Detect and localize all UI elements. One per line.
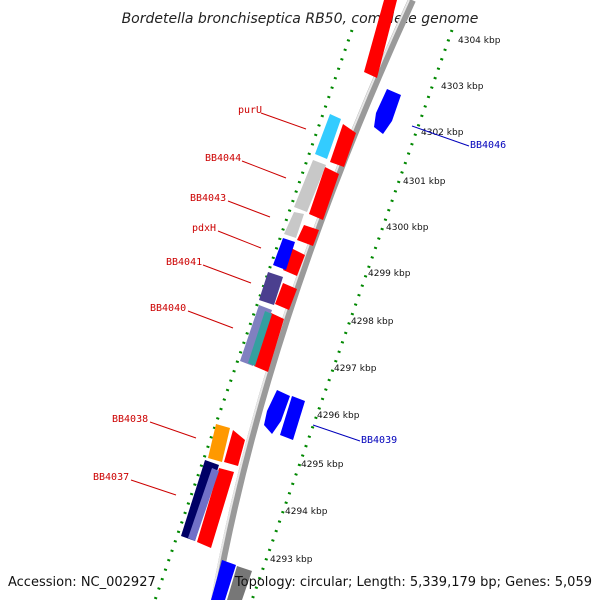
tick-label: 4304 kbp: [458, 36, 501, 46]
leader-line-bb4041: [202, 264, 252, 284]
gene-label-bb4041[interactable]: BB4041: [166, 257, 202, 268]
gene-bb4040-cyan-strip: [248, 311, 272, 366]
tick-label: 4294 kbp: [285, 507, 328, 517]
gene-feature[interactable]: [197, 468, 234, 548]
tick-label: 4303 kbp: [441, 82, 484, 92]
forward-strand-features: [197, 0, 397, 548]
leader-line-bb4039: [312, 424, 361, 442]
tick-label: 4302 kbp: [421, 128, 464, 138]
tick-label: 4293 kbp: [270, 555, 313, 565]
leader-line-bb4044: [241, 160, 287, 179]
gene-label-bb4046[interactable]: BB4046: [470, 140, 506, 151]
gene-label-bb4039[interactable]: BB4039: [361, 435, 397, 446]
gene-bb4037-inner-strip: [188, 468, 219, 541]
accession-text: Accession: NC_002927: [8, 575, 156, 590]
gene-feature[interactable]: [211, 560, 236, 600]
scale-guide-outer: [153, 29, 354, 600]
gene-top-feature[interactable]: [364, 0, 397, 78]
right-labels: BB4046 BB4039: [312, 125, 506, 446]
gene-feature[interactable]: [227, 566, 252, 600]
tick-label: 4297 kbp: [334, 364, 377, 374]
bottom-features: [211, 560, 252, 600]
outer-track-features: [181, 114, 341, 541]
leader-line-bb4046: [411, 125, 470, 147]
gene-label-purU[interactable]: purU: [238, 105, 262, 116]
gene-feature[interactable]: [297, 225, 319, 246]
scale-ticks: 4304 kbp 4303 kbp 4302 kbp 4301 kbp 4300…: [270, 36, 501, 565]
gene-feature[interactable]: [254, 312, 284, 372]
gene-label-bb4044[interactable]: BB4044: [205, 153, 241, 164]
gene-purU-feature[interactable]: [315, 114, 341, 159]
tick-label: 4301 kbp: [403, 177, 446, 187]
gene-label-bb4043[interactable]: BB4043: [190, 193, 226, 204]
leader-line-purU: [260, 112, 307, 130]
gene-bb4039-feature-b[interactable]: [280, 396, 305, 440]
tick-label: 4299 kbp: [368, 269, 411, 279]
leader-line-bb4037: [130, 479, 177, 496]
gene-bb4039-feature-a[interactable]: [264, 390, 290, 434]
gene-bb4044-feature[interactable]: [294, 160, 326, 212]
tick-label: 4298 kbp: [351, 317, 394, 327]
genome-backbone: [211, 0, 416, 600]
gene-bb4046-feature[interactable]: [374, 89, 401, 134]
gene-bb4041-feature[interactable]: [259, 272, 283, 305]
genome-backbone-highlight: [211, 0, 410, 600]
left-labels: purU BB4044 BB4043 pdxH BB4041 BB4040 BB…: [93, 105, 307, 496]
gene-bb4038-feature[interactable]: [208, 424, 230, 462]
gene-feature[interactable]: [224, 430, 245, 466]
genome-summary-text: Topology: circular; Length: 5,339,179 bp…: [234, 575, 592, 590]
gene-feature[interactable]: [330, 124, 356, 167]
leader-line-bb4038: [149, 421, 197, 439]
leader-line-bb4043: [227, 200, 271, 218]
gene-label-pdxH[interactable]: pdxH: [192, 223, 216, 234]
scale-guide-inner: [250, 29, 454, 600]
gene-label-bb4037[interactable]: BB4037: [93, 472, 129, 483]
gene-label-bb4038[interactable]: BB4038: [112, 414, 148, 425]
tick-label: 4295 kbp: [301, 460, 344, 470]
leader-line-bb4040: [187, 310, 234, 329]
tick-label: 4296 kbp: [317, 411, 360, 421]
gene-feature[interactable]: [309, 167, 339, 220]
leader-line-pdxH: [217, 230, 262, 249]
tick-label: 4300 kbp: [386, 223, 429, 233]
gene-pdxH-feature[interactable]: [273, 238, 295, 270]
reverse-strand-features: [264, 89, 401, 440]
gene-feature[interactable]: [275, 283, 297, 310]
gene-label-bb4040[interactable]: BB4040: [150, 303, 186, 314]
gene-bb4043-feature[interactable]: [284, 212, 304, 238]
map-title: Bordetella bronchiseptica RB50, complete…: [122, 11, 479, 27]
